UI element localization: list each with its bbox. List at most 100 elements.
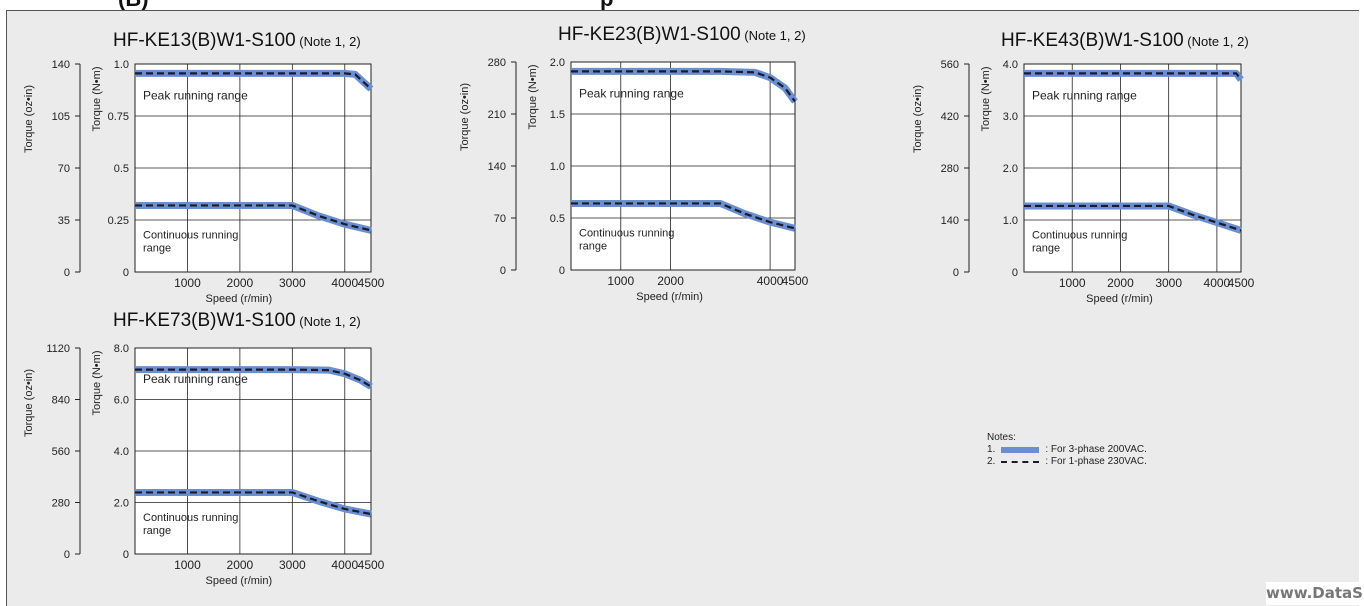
y2-tick-label: 280 — [488, 57, 506, 69]
y2-tick-label: 35 — [58, 215, 70, 227]
note-item-2: 2. : For 1-phase 230VAC. — [987, 456, 1147, 468]
y-tick-label: 0 — [559, 265, 565, 277]
y2-tick-label: 210 — [488, 109, 506, 121]
note-text: : For 1-phase 230VAC. — [1045, 456, 1147, 467]
y-tick-label: 1.0 — [114, 59, 129, 71]
header-fragment: (B) — [118, 0, 149, 10]
x-tick-label: 3000 — [1155, 276, 1182, 290]
dashed-line-swatch-icon — [1001, 461, 1040, 463]
continuous-region-label: Continuous running — [579, 228, 674, 240]
y-tick-label: 6.0 — [114, 395, 129, 407]
y2-tick-label: 105 — [52, 111, 70, 123]
x-tick-label: 1000 — [1059, 276, 1086, 290]
x-tick-label: 4000 — [331, 558, 358, 572]
y-tick-label: 2.0 — [550, 57, 565, 69]
chart-title-note: (Note 1, 2) — [1183, 34, 1249, 49]
chart-title: HF-KE73(B)W1-S100 (Note 1, 2) — [113, 310, 361, 332]
y-axis-label: Torque (N•m) — [91, 67, 103, 132]
y-tick-label: 0.25 — [108, 215, 129, 227]
series-line-1-phase — [571, 202, 796, 230]
chart-title-text: HF-KE23(B)W1-S100 — [558, 24, 741, 45]
y2-tick-label: 140 — [941, 215, 959, 227]
x-tick-label: 3000 — [279, 276, 306, 290]
series-line-1-phase — [1024, 204, 1242, 232]
continuous-region-label: range — [579, 241, 607, 253]
y-tick-label: 1.5 — [550, 109, 565, 121]
continuous-region-label: range — [1032, 243, 1060, 255]
y2-tick-label: 0 — [953, 267, 959, 279]
x-tick-label: 4500 — [358, 558, 385, 572]
peak-region-label: Peak running range — [143, 88, 248, 102]
watermark: www.DataSheet4 — [1266, 582, 1364, 605]
y-tick-label: 1.0 — [550, 161, 565, 173]
y-tick-label: 3.0 — [1003, 111, 1018, 123]
y2-tick-label: 70 — [494, 213, 506, 225]
y-tick-label: 4.0 — [114, 446, 129, 458]
x-tick-label: 4500 — [782, 274, 809, 288]
x-axis-label: Speed (r/min) — [636, 291, 703, 303]
y2-tick-label: 560 — [52, 446, 70, 458]
chart-title-text: HF-KE13(B)W1-S100 — [113, 30, 296, 51]
x-tick-label: 2000 — [227, 276, 254, 290]
x-tick-label: 1000 — [174, 558, 201, 572]
x-tick-label: 4500 — [1228, 276, 1255, 290]
y-axis-label: Torque (N•m) — [527, 65, 539, 130]
y-tick-label: 1.0 — [1003, 215, 1018, 227]
continuous-region-label: Continuous running — [143, 230, 238, 242]
chart-hf-ke43: HF-KE43(B)W1-S100 (Note 1, 2) 1000 2000 300… — [912, 30, 1261, 322]
x-axis-label: Speed (r/min) — [1086, 293, 1153, 305]
y2-axis-label: Torque (oz•in) — [459, 83, 471, 151]
y-tick-label: 0 — [123, 549, 129, 561]
continuous-region-label: Continuous running — [143, 512, 238, 524]
series-line-1-phase — [1024, 72, 1242, 81]
y2-tick-label: 0 — [64, 267, 70, 279]
continuous-region-label: Continuous running — [1032, 230, 1127, 242]
chart-title-text: HF-KE43(B)W1-S100 — [1001, 30, 1184, 51]
y2-axis-label: Torque (oz•in) — [23, 369, 35, 437]
header-strip: (B) p — [0, 0, 1364, 10]
y-tick-label: 0.5 — [114, 163, 129, 175]
y-tick-label: 4.0 — [1003, 59, 1018, 71]
x-tick-label: 4000 — [757, 274, 784, 288]
y-tick-label: 0 — [123, 267, 129, 279]
series-line-1-phase — [135, 491, 372, 516]
y-tick-label: 0.75 — [108, 111, 129, 123]
chart-hf-ke73: HF-KE73(B)W1-S100 (Note 1, 2) 1000 2000 300… — [20, 310, 391, 604]
peak-region-label: Peak running range — [1032, 88, 1137, 102]
note-number: 1. — [987, 444, 996, 455]
chart-title-note: (Note 1, 2) — [295, 314, 361, 329]
x-tick-label: 2000 — [227, 558, 254, 572]
chart-title: HF-KE13(B)W1-S100 (Note 1, 2) — [113, 30, 361, 52]
y-tick-label: 8.0 — [114, 343, 129, 355]
y-tick-label: 0.5 — [550, 213, 565, 225]
x-axis-label: Speed (r/min) — [206, 293, 273, 305]
series-line-1-phase — [571, 70, 796, 103]
peak-region-label: Peak running range — [143, 372, 248, 386]
y-tick-label: 0 — [1012, 267, 1018, 279]
y-tick-label: 2.0 — [114, 498, 129, 510]
y2-tick-label: 420 — [941, 111, 959, 123]
x-tick-label: 1000 — [607, 274, 634, 288]
y2-tick-label: 140 — [488, 161, 506, 173]
chart-title-text: HF-KE73(B)W1-S100 — [113, 310, 296, 331]
y2-tick-label: 0 — [500, 265, 506, 277]
x-tick-label: 4000 — [1204, 276, 1231, 290]
solid-line-swatch-icon — [1001, 447, 1040, 453]
y2-tick-label: 840 — [52, 395, 70, 407]
note-number: 2. — [987, 456, 996, 467]
chart-title-note: (Note 1, 2) — [295, 34, 361, 49]
y2-tick-label: 0 — [64, 549, 70, 561]
continuous-region-label: range — [143, 243, 171, 255]
peak-region-label: Peak running range — [579, 86, 684, 100]
notes-heading: Notes: — [987, 432, 1016, 443]
x-tick-label: 3000 — [279, 558, 306, 572]
chart-title-note: (Note 1, 2) — [740, 28, 806, 43]
x-tick-label: 2000 — [657, 274, 684, 288]
note-item-1: 1. : For 3-phase 200VAC. — [987, 444, 1147, 456]
chart-hf-ke13: HF-KE13(B)W1-S100 (Note 1, 2) 1000 2000 300… — [20, 30, 391, 322]
note-text: : For 3-phase 200VAC. — [1045, 444, 1147, 455]
series-line-1-phase — [135, 368, 372, 388]
